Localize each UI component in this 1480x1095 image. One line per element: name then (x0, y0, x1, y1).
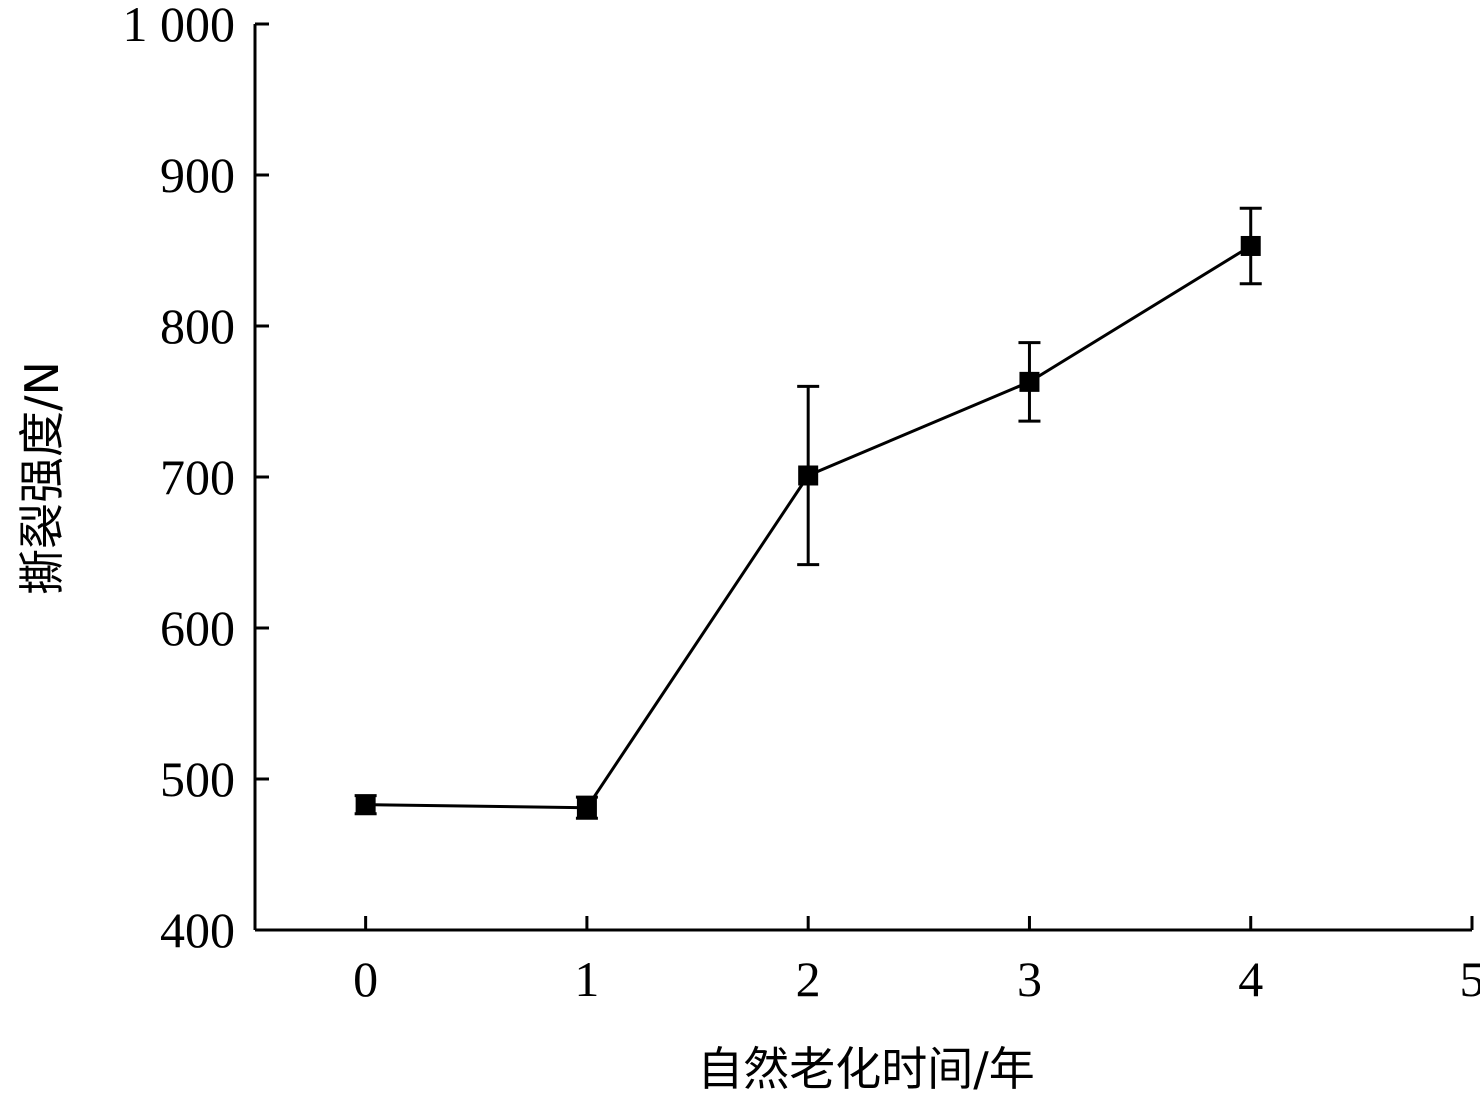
y-tick-label: 500 (160, 751, 235, 807)
y-tick-label: 700 (160, 449, 235, 505)
x-tick-label: 0 (353, 951, 378, 1007)
x-tick-label: 3 (1017, 951, 1042, 1007)
y-tick-label: 800 (160, 298, 235, 354)
x-tick-label: 4 (1238, 951, 1263, 1007)
data-point (355, 794, 376, 815)
data-point (1019, 371, 1040, 392)
series-group (354, 206, 1262, 820)
x-axis-title: 自然老化时间/年 (697, 1042, 1035, 1095)
x-tick-label: 2 (796, 951, 821, 1007)
y-tick-label: 1 000 (123, 0, 236, 52)
y-tick-label: 900 (160, 147, 235, 203)
y-tick-label: 600 (160, 600, 235, 656)
data-point (576, 797, 597, 818)
y-axis-title: 撕裂强度/N (15, 361, 69, 595)
axes: 400 500 600 700 800 900 1 000 0 1 2 3 4 5 (123, 0, 1480, 1007)
data-point (1240, 235, 1261, 256)
y-tick-label: 400 (160, 902, 235, 958)
x-tick-label: 5 (1460, 951, 1480, 1007)
data-point (798, 465, 819, 486)
x-tick-label: 1 (574, 951, 599, 1007)
